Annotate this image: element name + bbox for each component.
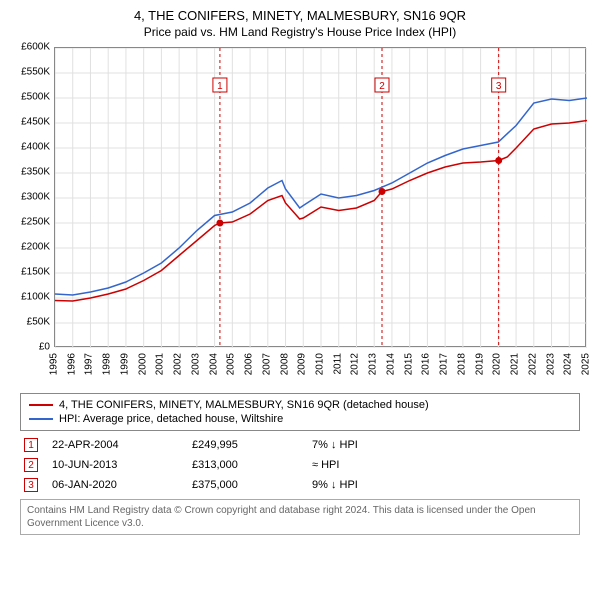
x-axis-tick-label: 2003 <box>190 353 201 375</box>
plot-area: 1 2 3 <box>54 47 586 347</box>
y-axis-tick-label: £600K <box>21 42 50 53</box>
x-axis-tick-label: 2000 <box>137 353 148 375</box>
x-axis-tick-label: 2025 <box>581 353 592 375</box>
chart-container: 4, THE CONIFERS, MINETY, MALMESBURY, SN1… <box>0 0 600 541</box>
y-axis-tick-label: £200K <box>21 242 50 253</box>
chart-title: 4, THE CONIFERS, MINETY, MALMESBURY, SN1… <box>10 8 590 23</box>
y-axis-tick-label: £0 <box>39 342 50 353</box>
y-axis-tick-label: £50K <box>27 317 50 328</box>
x-axis-tick-label: 2017 <box>439 353 450 375</box>
sale-marker-icon: 3 <box>24 478 38 492</box>
y-axis-tick-label: £350K <box>21 167 50 178</box>
x-axis-tick-label: 2015 <box>403 353 414 375</box>
legend-item: HPI: Average price, detached house, Wilt… <box>29 412 571 426</box>
sale-row: 1 22-APR-2004£249,9957% ↓ HPI <box>20 435 580 455</box>
y-axis-tick-label: £100K <box>21 292 50 303</box>
sale-hpi-diff: ≈ HPI <box>312 459 432 471</box>
x-axis-tick-label: 2001 <box>155 353 166 375</box>
sale-hpi-diff: 9% ↓ HPI <box>312 479 432 491</box>
y-axis-tick-label: £150K <box>21 267 50 278</box>
x-axis-tick-label: 2014 <box>385 353 396 375</box>
sale-marker-icon: 2 <box>24 458 38 472</box>
legend-label: 4, THE CONIFERS, MINETY, MALMESBURY, SN1… <box>59 399 429 411</box>
x-axis-tick-label: 2020 <box>492 353 503 375</box>
x-axis-tick-label: 2002 <box>173 353 184 375</box>
x-axis-tick-label: 2008 <box>279 353 290 375</box>
svg-text:1: 1 <box>217 81 223 92</box>
legend-item: 4, THE CONIFERS, MINETY, MALMESBURY, SN1… <box>29 398 571 412</box>
attribution-text: Contains HM Land Registry data © Crown c… <box>20 499 580 535</box>
sale-price: £249,995 <box>192 439 312 451</box>
legend-swatch <box>29 404 53 406</box>
x-axis-tick-label: 2005 <box>226 353 237 375</box>
x-axis-tick-label: 2018 <box>456 353 467 375</box>
y-axis-labels: £0£50K£100K£150K£200K£250K£300K£350K£400… <box>10 47 54 347</box>
x-axis-tick-label: 2010 <box>315 353 326 375</box>
x-axis-tick-label: 2016 <box>421 353 432 375</box>
x-axis-tick-label: 2022 <box>527 353 538 375</box>
legend-label: HPI: Average price, detached house, Wilt… <box>59 413 283 425</box>
x-axis-tick-label: 2013 <box>368 353 379 375</box>
sale-row: 2 10-JUN-2013£313,000≈ HPI <box>20 455 580 475</box>
sales-table: 1 22-APR-2004£249,9957% ↓ HPI 2 10-JUN-2013… <box>20 435 580 495</box>
svg-text:2: 2 <box>379 81 385 92</box>
x-axis-tick-label: 1999 <box>119 353 130 375</box>
x-axis-tick-label: 2004 <box>208 353 219 375</box>
svg-text:3: 3 <box>496 81 502 92</box>
sale-hpi-diff: 7% ↓ HPI <box>312 439 432 451</box>
y-axis-tick-label: £400K <box>21 142 50 153</box>
chart-area: £0 £50K £100K £150K £200K £250K £300K £350K £400… <box>10 47 590 387</box>
y-axis-tick-label: £500K <box>21 92 50 103</box>
chart-svg: 1 2 3 <box>55 48 587 348</box>
legend-swatch <box>29 418 53 420</box>
x-axis-labels: 1995199619971998199920002001200220032004… <box>54 351 586 387</box>
x-axis-tick-label: 1997 <box>84 353 95 375</box>
sale-date: 10-JUN-2013 <box>52 459 192 471</box>
chart-subtitle: Price paid vs. HM Land Registry's House … <box>10 25 590 39</box>
sale-date: 22-APR-2004 <box>52 439 192 451</box>
x-axis-tick-label: 2006 <box>244 353 255 375</box>
sale-price: £375,000 <box>192 479 312 491</box>
x-axis-tick-label: 1995 <box>49 353 60 375</box>
x-axis-tick-label: 2024 <box>563 353 574 375</box>
y-axis-tick-label: £300K <box>21 192 50 203</box>
sale-price: £313,000 <box>192 459 312 471</box>
y-axis-tick-label: £550K <box>21 67 50 78</box>
x-axis-tick-label: 2007 <box>261 353 272 375</box>
sale-row: 3 06-JAN-2020£375,0009% ↓ HPI <box>20 475 580 495</box>
x-axis-tick-label: 2009 <box>297 353 308 375</box>
x-axis-tick-label: 1998 <box>102 353 113 375</box>
legend: 4, THE CONIFERS, MINETY, MALMESBURY, SN1… <box>20 393 580 431</box>
x-axis-tick-label: 2021 <box>510 353 521 375</box>
y-axis-tick-label: £250K <box>21 217 50 228</box>
x-axis-tick-label: 2023 <box>545 353 556 375</box>
x-axis-tick-label: 1996 <box>66 353 77 375</box>
x-axis-tick-label: 2011 <box>332 353 343 375</box>
x-axis-tick-label: 2012 <box>350 353 361 375</box>
y-axis-tick-label: £450K <box>21 117 50 128</box>
sale-date: 06-JAN-2020 <box>52 479 192 491</box>
x-axis-tick-label: 2019 <box>474 353 485 375</box>
sale-marker-icon: 1 <box>24 438 38 452</box>
